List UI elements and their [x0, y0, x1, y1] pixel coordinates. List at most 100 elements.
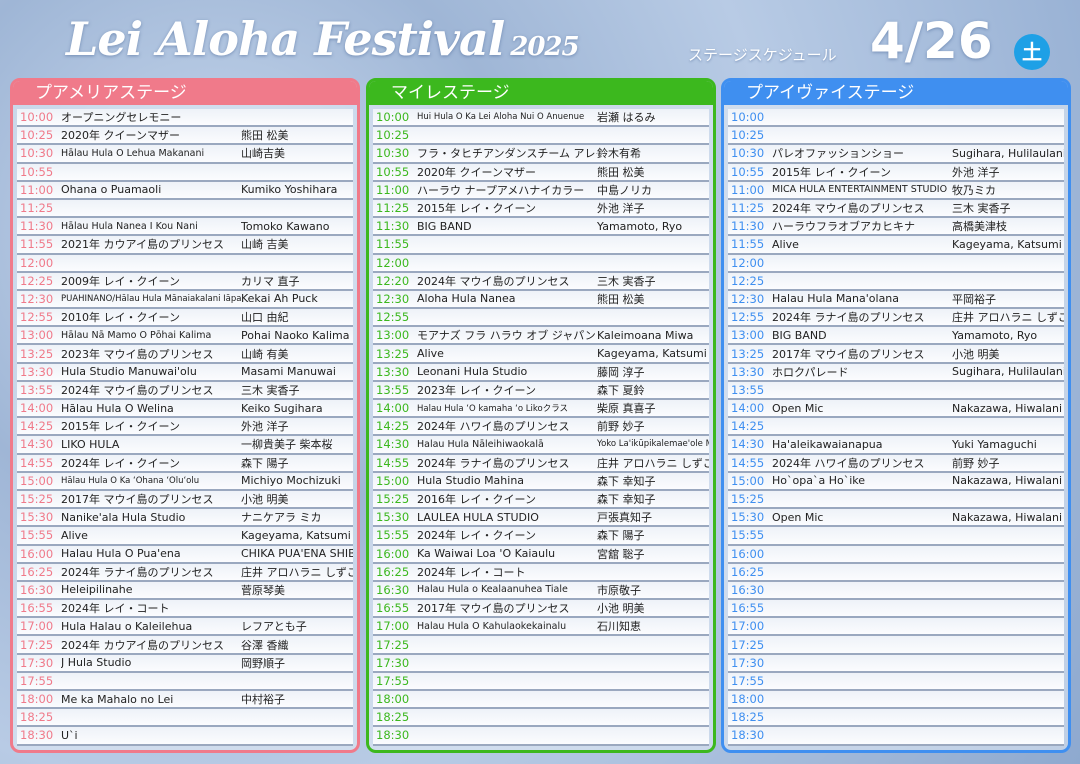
performance-name: 2010年 レイ・クイーン [61, 311, 180, 325]
performance-name: 2024年 マウイ島のプリンセス [417, 274, 570, 288]
performance-name: 2016年 レイ・クイーン [417, 493, 536, 507]
performer-name: 山崎 吉美 [241, 238, 289, 252]
performer-name: 岡野順子 [241, 656, 285, 670]
time-slot: 17:55 [376, 673, 410, 688]
schedule-row: 14:25 [728, 418, 1064, 437]
schedule-row: 16:25 [728, 563, 1064, 582]
performance-name: Open Mic [772, 510, 824, 524]
performance-name: PUAHINANO/Hālau Hula Mānaiakalani Iāpana [61, 293, 241, 304]
schedule-row: 17:30 [373, 654, 709, 673]
performance-name: 2023年 マウイ島のプリンセス [61, 347, 214, 361]
performance-name: フラ・タヒチアンダンスチーム アレイティ [417, 147, 597, 161]
performance-name: Hālau Hula Nanea I Kou Nani [61, 220, 198, 232]
performer-name: 森下 陽子 [597, 529, 645, 543]
schedule-row: 11:00 MICA HULA ENTERTAINMENT STUDIO 牧乃ミ… [728, 181, 1064, 200]
time-slot: 11:30 [376, 219, 410, 234]
time-slot: 17:30 [376, 655, 410, 670]
time-slot: 13:25 [20, 346, 54, 361]
time-slot: 17:00 [731, 619, 765, 634]
performance-name: BIG BAND [417, 219, 472, 233]
time-slot: 16:30 [20, 582, 54, 597]
time-slot: 11:55 [20, 237, 54, 252]
schedule-row: 16:30 Halau Hula o Kealaanuhea Tiale 市原敬… [373, 581, 709, 601]
schedule-row: 14:25 2024年 ハワイ島のプリンセス 前野 妙子 [373, 418, 709, 437]
time-slot: 10:00 [731, 110, 765, 125]
performer-name: 前野 妙子 [952, 456, 1000, 470]
performer-name: 庄井 アロハラニ しずこ [597, 456, 709, 470]
performance-name: Open Mic [772, 401, 824, 415]
performer-name: 庄井 アロハラニ しずこ [241, 565, 353, 579]
schedule-row: 16:30 [728, 581, 1064, 601]
performance-name: Ho`opa`a Ho`ike [772, 474, 865, 488]
time-slot: 17:25 [20, 637, 54, 652]
time-slot: 17:25 [376, 637, 410, 652]
time-slot: 16:25 [376, 564, 410, 579]
performance-name: 2017年 マウイ島のプリンセス [417, 602, 570, 616]
schedule-row: 15:30 Open Mic Nakazawa, Hiwalani [728, 509, 1064, 528]
schedule-row: 18:00 [373, 691, 709, 710]
time-slot: 15:25 [731, 492, 765, 507]
performer-name: Kumiko Yoshihara [241, 183, 338, 197]
time-slot: 17:55 [20, 673, 54, 688]
time-slot: 18:00 [731, 692, 765, 707]
performance-name: Hula Halau o Kaleilehua [61, 619, 193, 633]
performance-name: 2009年 レイ・クイーン [61, 274, 180, 288]
time-slot: 17:00 [376, 619, 410, 634]
time-slot: 11:25 [731, 201, 765, 216]
time-slot: 12:00 [376, 255, 410, 270]
time-slot: 12:00 [731, 255, 765, 270]
performance-name: Ohana o Puamaoli [61, 183, 162, 197]
schedule-row: 10:00 オープニングセレモニー [17, 109, 353, 128]
performer-name: 森下 幸知子 [597, 493, 656, 507]
schedule-row: 12:55 2024年 ラナイ島のプリンセス 庄井 アロハラニ しずこ [728, 309, 1064, 328]
time-slot: 18:00 [376, 692, 410, 707]
schedule-row: 10:30 Hālau Hula O Lehua Makanani 山崎吉美 [17, 145, 353, 164]
schedule-row: 15:55 [728, 527, 1064, 546]
time-slot: 13:55 [376, 382, 410, 397]
time-slot: 11:30 [20, 219, 54, 234]
performer-name: 鈴木有希 [597, 147, 641, 161]
schedule-row: 18:30 [373, 727, 709, 746]
stage-title: マイレステージ [369, 81, 713, 105]
performance-name: Hālau Nā Mamo O Pōhai Kalima [61, 329, 212, 341]
time-slot: 11:25 [20, 201, 54, 216]
schedule-row: 17:00 [728, 618, 1064, 637]
schedule-row: 15:00 Hula Studio Mahina 森下 幸知子 [373, 472, 709, 491]
performance-name: 2024年 レイ・コート [417, 565, 526, 579]
time-slot: 14:30 [376, 437, 410, 452]
time-slot: 12:30 [731, 291, 765, 306]
time-slot: 11:00 [376, 182, 410, 197]
performer-name: Kageyama, Katsumi [597, 347, 707, 361]
performance-name: LAULEA HULA STUDIO [417, 510, 539, 524]
performance-name: Leonani Hula Studio [417, 365, 528, 379]
schedule-row: 16:00 [728, 545, 1064, 564]
performance-name: 2015年 レイ・クイーン [417, 202, 536, 216]
performer-name: Kageyama, Katsumi [241, 528, 351, 542]
performer-name: 森下 幸知子 [597, 474, 656, 488]
performer-name: CHIKA PUA'ENA SHIBATA [241, 547, 353, 561]
performer-name: Kaleimoana Miwa [597, 328, 694, 342]
performer-name: Yamamoto, Ryo [597, 219, 683, 233]
schedule-row: 11:55 [373, 236, 709, 255]
performance-name: Hui Hula O Ka Lei Aloha Nui O Anuenue [417, 112, 585, 123]
schedule-row: 10:25 [373, 127, 709, 146]
performer-name: 森下 陽子 [241, 456, 289, 470]
performer-name: 宮舘 聡子 [597, 547, 645, 561]
performer-name: 三木 実香子 [597, 274, 656, 288]
time-slot: 16:55 [20, 601, 54, 616]
performer-name: 熊田 松美 [597, 165, 645, 179]
performer-name: 石川知恵 [597, 620, 641, 634]
schedule-row: 15:55 Alive Kageyama, Katsumi [17, 527, 353, 546]
schedule-row: 12:00 [728, 254, 1064, 273]
performer-name: Sugihara, Hulilaulani [952, 146, 1064, 160]
performer-name: 前野 妙子 [597, 420, 645, 434]
performance-name: 2024年 レイ・クイーン [61, 456, 180, 470]
festival-title: Lei Aloha Festival 2025 [66, 12, 580, 66]
performer-name: 谷澤 香織 [241, 638, 289, 652]
time-slot: 16:30 [731, 582, 765, 597]
time-slot: 12:00 [20, 255, 54, 270]
performer-name: 小池 明美 [952, 347, 1000, 361]
performer-name: 平岡裕子 [952, 292, 996, 306]
schedule-row: 13:25 Alive Kageyama, Katsumi [373, 345, 709, 364]
time-slot: 10:55 [20, 164, 54, 179]
